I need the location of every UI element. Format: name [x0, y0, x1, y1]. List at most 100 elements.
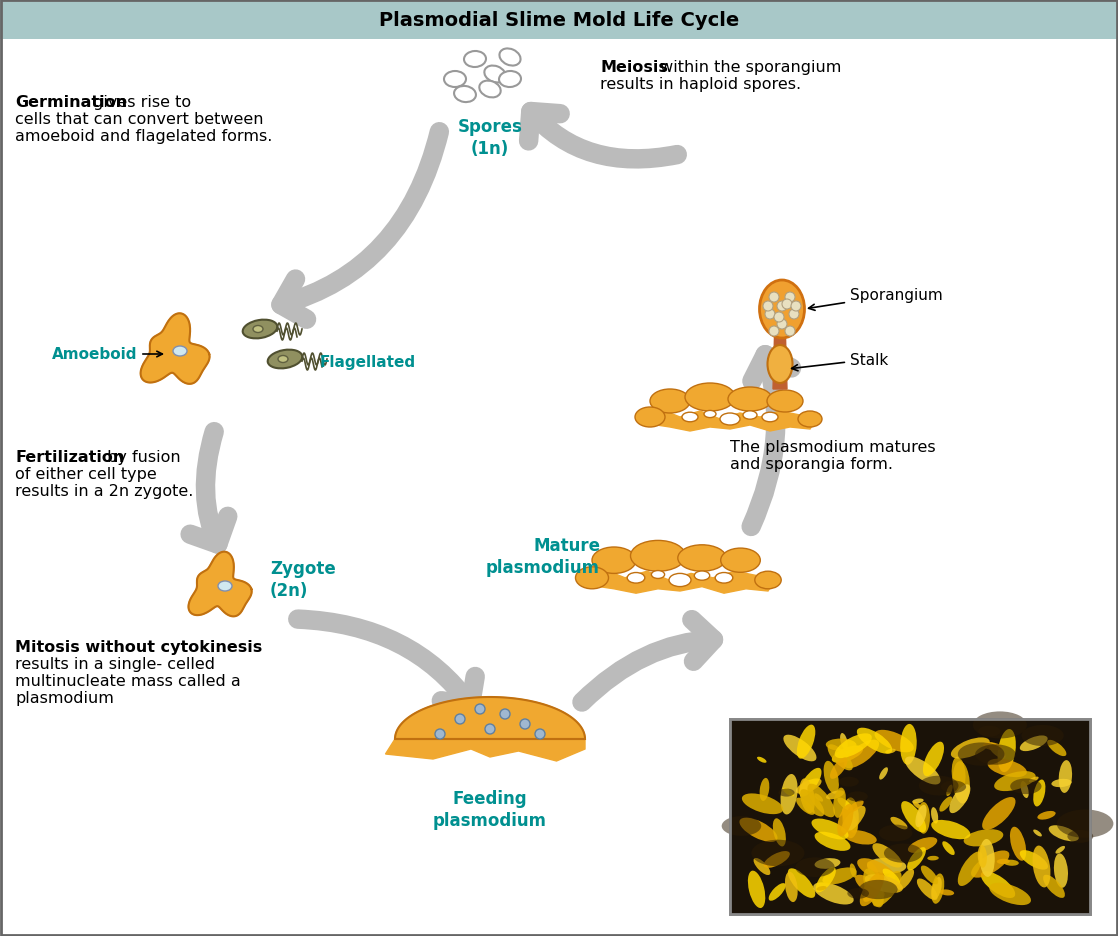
Ellipse shape: [850, 864, 856, 878]
Ellipse shape: [1051, 779, 1072, 787]
Ellipse shape: [218, 581, 233, 592]
FancyArrowPatch shape: [281, 133, 439, 320]
Ellipse shape: [1020, 736, 1048, 752]
Ellipse shape: [1059, 760, 1072, 793]
Text: Feeding
plasmodium: Feeding plasmodium: [433, 789, 547, 829]
FancyArrowPatch shape: [529, 112, 678, 160]
Ellipse shape: [951, 738, 989, 759]
Ellipse shape: [841, 806, 865, 833]
Ellipse shape: [879, 768, 888, 780]
Ellipse shape: [931, 807, 938, 824]
Ellipse shape: [812, 819, 849, 840]
Polygon shape: [639, 410, 819, 431]
Ellipse shape: [728, 388, 773, 412]
Text: within the sporangium: within the sporangium: [655, 60, 842, 75]
Ellipse shape: [863, 869, 884, 907]
Ellipse shape: [826, 791, 844, 799]
Ellipse shape: [243, 320, 277, 339]
Ellipse shape: [978, 725, 1001, 737]
Ellipse shape: [1055, 846, 1065, 854]
Ellipse shape: [978, 845, 987, 868]
Ellipse shape: [1038, 812, 1055, 820]
Ellipse shape: [939, 889, 954, 896]
Ellipse shape: [988, 742, 1005, 759]
Ellipse shape: [788, 869, 815, 898]
Ellipse shape: [816, 886, 826, 891]
FancyArrowPatch shape: [582, 620, 713, 702]
Ellipse shape: [997, 729, 1016, 772]
Ellipse shape: [833, 788, 846, 818]
Ellipse shape: [464, 51, 485, 68]
Polygon shape: [773, 320, 787, 389]
Circle shape: [789, 310, 799, 320]
Ellipse shape: [762, 413, 778, 422]
Ellipse shape: [1029, 777, 1039, 782]
Ellipse shape: [1057, 810, 1114, 838]
Ellipse shape: [1004, 860, 1018, 866]
Ellipse shape: [1043, 875, 1065, 898]
Ellipse shape: [958, 742, 1004, 766]
Ellipse shape: [1021, 782, 1029, 798]
Ellipse shape: [939, 797, 953, 812]
Ellipse shape: [253, 326, 263, 333]
Circle shape: [781, 300, 792, 310]
Ellipse shape: [454, 87, 476, 103]
Ellipse shape: [890, 817, 908, 829]
Ellipse shape: [800, 789, 824, 816]
Ellipse shape: [694, 571, 710, 580]
Ellipse shape: [627, 573, 645, 583]
Text: of either cell type: of either cell type: [15, 466, 157, 481]
Ellipse shape: [917, 802, 930, 834]
Ellipse shape: [982, 797, 1015, 830]
Text: gives rise to: gives rise to: [88, 95, 191, 110]
Ellipse shape: [444, 72, 466, 88]
Circle shape: [769, 327, 779, 337]
Polygon shape: [386, 739, 585, 761]
Ellipse shape: [754, 858, 770, 875]
Ellipse shape: [769, 884, 786, 900]
Ellipse shape: [1020, 850, 1048, 870]
Ellipse shape: [872, 843, 902, 868]
Ellipse shape: [838, 777, 859, 787]
Ellipse shape: [267, 350, 302, 369]
Ellipse shape: [983, 742, 1002, 751]
Ellipse shape: [823, 868, 856, 885]
Ellipse shape: [901, 801, 926, 832]
Ellipse shape: [652, 571, 664, 578]
Text: Plasmodial Slime Mold Life Cycle: Plasmodial Slime Mold Life Cycle: [379, 10, 739, 29]
Ellipse shape: [650, 389, 690, 414]
Ellipse shape: [842, 807, 858, 833]
Ellipse shape: [576, 567, 608, 589]
Ellipse shape: [994, 771, 1035, 791]
Ellipse shape: [953, 761, 970, 804]
Ellipse shape: [826, 739, 856, 751]
Ellipse shape: [844, 830, 877, 844]
Circle shape: [792, 301, 800, 312]
Ellipse shape: [882, 869, 900, 885]
Ellipse shape: [835, 734, 872, 758]
Ellipse shape: [1033, 845, 1051, 887]
Ellipse shape: [635, 407, 665, 428]
Ellipse shape: [872, 871, 901, 907]
Text: multinucleate mass called a: multinucleate mass called a: [15, 673, 240, 688]
Text: Stalk: Stalk: [792, 353, 888, 372]
FancyBboxPatch shape: [730, 719, 1090, 914]
Ellipse shape: [748, 870, 766, 908]
Circle shape: [520, 719, 530, 729]
Ellipse shape: [830, 757, 847, 779]
Ellipse shape: [721, 548, 760, 573]
Ellipse shape: [863, 881, 882, 902]
Ellipse shape: [722, 816, 761, 836]
Text: by fusion: by fusion: [102, 449, 181, 464]
Ellipse shape: [987, 759, 1026, 777]
Ellipse shape: [946, 784, 953, 797]
Ellipse shape: [173, 346, 187, 357]
Ellipse shape: [942, 841, 955, 856]
Text: The plasmodium matures
and sporangia form.: The plasmodium matures and sporangia for…: [730, 440, 936, 472]
Ellipse shape: [847, 792, 868, 802]
Ellipse shape: [975, 744, 1016, 765]
Ellipse shape: [742, 794, 784, 814]
Ellipse shape: [784, 735, 816, 762]
Text: Germination: Germination: [15, 95, 127, 110]
Ellipse shape: [780, 774, 797, 814]
